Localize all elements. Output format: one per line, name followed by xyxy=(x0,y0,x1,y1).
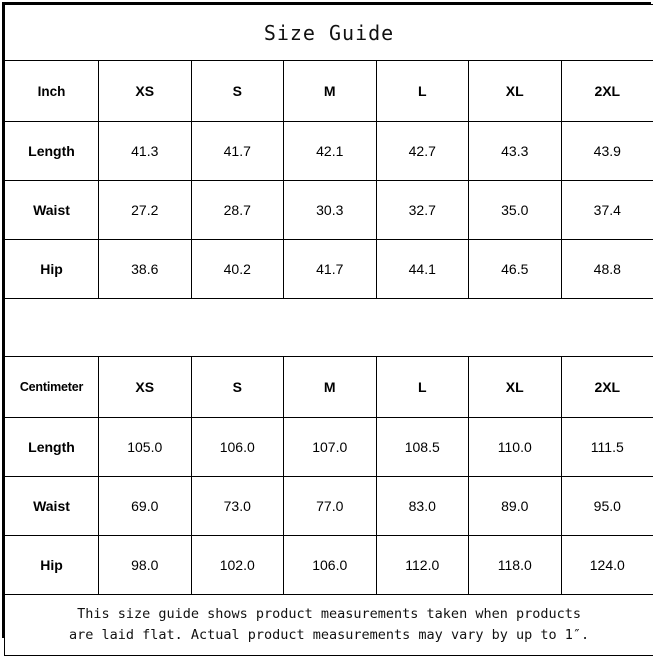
table-row: Length 105.0 106.0 107.0 108.5 110.0 111… xyxy=(5,418,653,477)
cell-waist-cm-xs: 69.0 xyxy=(99,477,192,536)
measurement-label-hip-cm: Hip xyxy=(5,536,99,595)
cell-hip-cm-2xl: 124.0 xyxy=(561,536,653,595)
size-header-s: S xyxy=(191,61,284,122)
size-guide-note-line-1: This size guide shows product measuremen… xyxy=(5,604,653,625)
cell-length-inch-s: 41.7 xyxy=(191,122,284,181)
size-header-m: M xyxy=(284,61,377,122)
cell-hip-inch-s: 40.2 xyxy=(191,240,284,299)
cell-length-cm-2xl: 111.5 xyxy=(561,418,653,477)
size-header-cm-s: S xyxy=(191,357,284,418)
cell-hip-inch-xs: 38.6 xyxy=(99,240,192,299)
cell-waist-cm-xl: 89.0 xyxy=(469,477,562,536)
size-header-cm-xl: XL xyxy=(469,357,562,418)
cell-hip-inch-2xl: 48.8 xyxy=(561,240,653,299)
table-row: Waist 69.0 73.0 77.0 83.0 89.0 95.0 xyxy=(5,477,653,536)
cell-hip-cm-xl: 118.0 xyxy=(469,536,562,595)
table-separator-row xyxy=(5,299,653,357)
size-header-cm-xs: XS xyxy=(99,357,192,418)
measurement-label-waist-cm: Waist xyxy=(5,477,99,536)
unit-label-centimeter: Centimeter xyxy=(5,357,99,418)
cell-hip-cm-xs: 98.0 xyxy=(99,536,192,595)
size-header-l: L xyxy=(376,61,469,122)
size-header-2xl: 2XL xyxy=(561,61,653,122)
table-row: Length 41.3 41.7 42.1 42.7 43.3 43.9 xyxy=(5,122,653,181)
cell-hip-cm-s: 102.0 xyxy=(191,536,284,595)
cell-hip-inch-l: 44.1 xyxy=(376,240,469,299)
cell-length-cm-s: 106.0 xyxy=(191,418,284,477)
size-guide-note-line-2: are laid flat. Actual product measuremen… xyxy=(5,625,653,646)
cell-length-cm-xs: 105.0 xyxy=(99,418,192,477)
cell-length-cm-m: 107.0 xyxy=(284,418,377,477)
cell-waist-inch-xs: 27.2 xyxy=(99,181,192,240)
size-header-xl: XL xyxy=(469,61,562,122)
cell-length-inch-2xl: 43.9 xyxy=(561,122,653,181)
measurement-label-hip-inch: Hip xyxy=(5,240,99,299)
footer-row: This size guide shows product measuremen… xyxy=(5,595,653,656)
cell-waist-inch-s: 28.7 xyxy=(191,181,284,240)
measurement-label-length-inch: Length xyxy=(5,122,99,181)
cell-length-inch-xs: 41.3 xyxy=(99,122,192,181)
table-row: Waist 27.2 28.7 30.3 32.7 35.0 37.4 xyxy=(5,181,653,240)
cell-length-inch-xl: 43.3 xyxy=(469,122,562,181)
title-row: Size Guide xyxy=(5,5,653,61)
measurement-label-length-cm: Length xyxy=(5,418,99,477)
cell-waist-inch-xl: 35.0 xyxy=(469,181,562,240)
cell-waist-cm-m: 77.0 xyxy=(284,477,377,536)
cell-waist-cm-2xl: 95.0 xyxy=(561,477,653,536)
table-separator xyxy=(5,299,653,357)
cell-length-cm-xl: 110.0 xyxy=(469,418,562,477)
unit-label-inch: Inch xyxy=(5,61,99,122)
size-header-cm-2xl: 2XL xyxy=(561,357,653,418)
centimeter-header-row: Centimeter XS S M L XL 2XL xyxy=(5,357,653,418)
cell-hip-inch-xl: 46.5 xyxy=(469,240,562,299)
cell-waist-cm-l: 83.0 xyxy=(376,477,469,536)
cell-hip-cm-l: 112.0 xyxy=(376,536,469,595)
measurement-label-waist-inch: Waist xyxy=(5,181,99,240)
page-title: Size Guide xyxy=(5,5,653,61)
table-row: Hip 98.0 102.0 106.0 112.0 118.0 124.0 xyxy=(5,536,653,595)
cell-waist-inch-l: 32.7 xyxy=(376,181,469,240)
inch-header-row: Inch XS S M L XL 2XL xyxy=(5,61,653,122)
size-guide-panel: Size Guide Inch XS S M L XL 2XL Length 4… xyxy=(2,2,651,638)
cell-waist-inch-2xl: 37.4 xyxy=(561,181,653,240)
size-guide-note: This size guide shows product measuremen… xyxy=(5,595,653,656)
cell-waist-inch-m: 30.3 xyxy=(284,181,377,240)
table-row: Hip 38.6 40.2 41.7 44.1 46.5 48.8 xyxy=(5,240,653,299)
cell-hip-cm-m: 106.0 xyxy=(284,536,377,595)
cell-length-cm-l: 108.5 xyxy=(376,418,469,477)
cell-length-inch-m: 42.1 xyxy=(284,122,377,181)
cell-waist-cm-s: 73.0 xyxy=(191,477,284,536)
cell-hip-inch-m: 41.7 xyxy=(284,240,377,299)
size-header-cm-m: M xyxy=(284,357,377,418)
size-header-cm-l: L xyxy=(376,357,469,418)
size-header-xs: XS xyxy=(99,61,192,122)
size-guide-table: Size Guide Inch XS S M L XL 2XL Length 4… xyxy=(4,4,653,656)
cell-length-inch-l: 42.7 xyxy=(376,122,469,181)
